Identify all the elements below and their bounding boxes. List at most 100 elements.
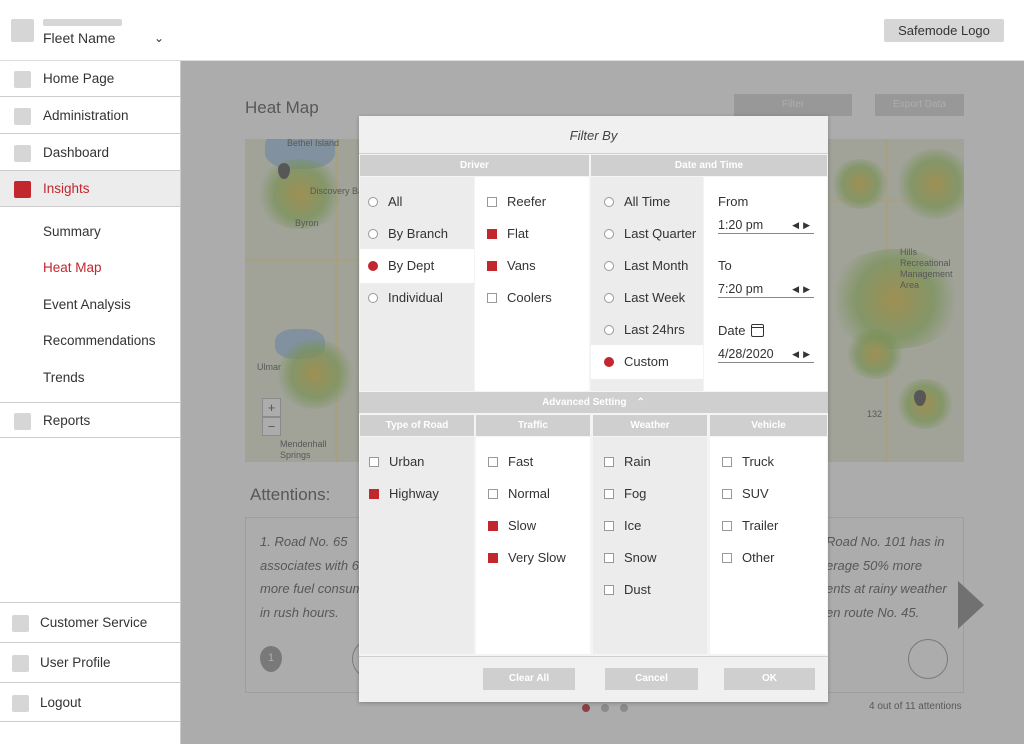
sidebar-item-label: Reports: [43, 413, 91, 428]
weather-option-snow[interactable]: Snow: [604, 550, 657, 566]
calendar-icon[interactable]: [751, 324, 765, 337]
sidebar-item-home[interactable]: Home Page: [0, 61, 180, 97]
weather-option-fog[interactable]: Fog: [604, 486, 646, 502]
sidebar-item-customer-service[interactable]: Customer Service: [0, 602, 180, 642]
date-field[interactable]: 4/28/2020 ◀▶: [718, 345, 814, 363]
vehicle-option-other[interactable]: Other: [722, 550, 775, 566]
traffic-option-slow[interactable]: Slow: [488, 518, 536, 534]
dept-option-vans[interactable]: Vans: [487, 258, 536, 274]
road-option-urban[interactable]: Urban: [369, 454, 424, 470]
traffic-panel: [476, 437, 590, 654]
checkbox[interactable]: [487, 229, 497, 239]
radio-button[interactable]: [604, 293, 614, 303]
radio-button[interactable]: [368, 229, 378, 239]
checkbox[interactable]: [722, 457, 732, 467]
road-option-highway[interactable]: Highway: [369, 486, 439, 502]
sidebar-subitem-trends[interactable]: Trends: [43, 370, 85, 385]
sidebar-subitem-event-analysis[interactable]: Event Analysis: [43, 297, 131, 312]
sidebar-subitem-heat-map[interactable]: Heat Map: [43, 260, 102, 275]
checkbox[interactable]: [488, 489, 498, 499]
driver-option-all[interactable]: All: [368, 194, 402, 210]
time-stepper-icon[interactable]: ◀▶: [792, 284, 814, 294]
radio-button[interactable]: [368, 293, 378, 303]
cancel-button[interactable]: Cancel: [605, 668, 698, 690]
sidebar-item-dashboard[interactable]: Dashboard: [0, 135, 180, 171]
dept-option-reefer[interactable]: Reefer: [487, 194, 546, 210]
checkbox[interactable]: [488, 553, 498, 563]
vehicle-option-suv[interactable]: SUV: [722, 486, 769, 502]
checkbox[interactable]: [604, 585, 614, 595]
weather-option-dust[interactable]: Dust: [604, 582, 651, 598]
radio-button[interactable]: [604, 261, 614, 271]
option-label: Individual: [388, 290, 443, 305]
checkbox[interactable]: [488, 457, 498, 467]
driver-option-by-branch[interactable]: By Branch: [368, 226, 448, 242]
time-option-last-month[interactable]: Last Month: [604, 258, 688, 274]
logo: Safemode Logo: [884, 19, 1004, 42]
option-label: All Time: [624, 194, 671, 209]
time-option-last-week[interactable]: Last Week: [604, 290, 685, 306]
from-time-value: 1:20 pm: [718, 218, 764, 232]
radio-button[interactable]: [368, 197, 378, 207]
radio-button[interactable]: [604, 357, 614, 367]
administration-icon: [14, 108, 31, 125]
checkbox[interactable]: [722, 553, 732, 563]
option-label: Truck: [742, 454, 775, 469]
dept-option-flat[interactable]: Flat: [487, 226, 529, 242]
chevron-down-icon[interactable]: ⌄: [154, 31, 165, 45]
radio-button[interactable]: [604, 229, 614, 239]
checkbox[interactable]: [722, 521, 732, 531]
sidebar-subitem-summary[interactable]: Summary: [43, 224, 101, 239]
time-stepper-icon[interactable]: ◀▶: [792, 220, 814, 230]
sidebar-item-reports[interactable]: Reports: [0, 402, 180, 438]
fleet-name[interactable]: Fleet Name: [43, 30, 116, 46]
checkbox[interactable]: [369, 457, 379, 467]
option-label: Slow: [508, 518, 537, 533]
weather-option-ice[interactable]: Ice: [604, 518, 641, 534]
driver-option-individual[interactable]: Individual: [368, 290, 443, 306]
checkbox[interactable]: [722, 489, 732, 499]
checkbox[interactable]: [488, 521, 498, 531]
checkbox[interactable]: [604, 553, 614, 563]
sidebar-item-user-profile[interactable]: User Profile: [0, 642, 180, 682]
time-option-last-24hrs[interactable]: Last 24hrs: [604, 322, 685, 338]
date-stepper-icon[interactable]: ◀▶: [792, 349, 814, 359]
checkbox[interactable]: [604, 521, 614, 531]
dept-option-coolers[interactable]: Coolers: [487, 290, 552, 306]
checkbox[interactable]: [604, 489, 614, 499]
traffic-option-fast[interactable]: Fast: [488, 454, 533, 470]
radio-button[interactable]: [604, 325, 614, 335]
time-option-all-time[interactable]: All Time: [604, 194, 670, 210]
vehicle-option-truck[interactable]: Truck: [722, 454, 774, 470]
sidebar-item-administration[interactable]: Administration: [0, 98, 180, 134]
vehicle-option-trailer[interactable]: Trailer: [722, 518, 778, 534]
from-time-field[interactable]: 1:20 pm ◀▶: [718, 216, 814, 234]
weather-option-rain[interactable]: Rain: [604, 454, 651, 470]
option-label: All: [388, 194, 403, 209]
checkbox[interactable]: [487, 261, 497, 271]
time-option-last-quarter[interactable]: Last Quarter: [604, 226, 696, 242]
option-label: Highway: [389, 486, 439, 501]
insights-icon: [14, 181, 31, 198]
advanced-setting-toggle[interactable]: Advanced Setting ⌃: [359, 392, 828, 413]
option-label: Trailer: [742, 518, 779, 533]
date-label-text: Date: [718, 323, 746, 338]
radio-button[interactable]: [368, 261, 378, 271]
sidebar-subitem-recommendations[interactable]: Recommendations: [43, 333, 156, 348]
time-option-custom[interactable]: Custom: [604, 354, 669, 370]
sidebar-item-logout[interactable]: Logout: [0, 682, 180, 722]
to-time-field[interactable]: 7:20 pm ◀▶: [718, 280, 814, 298]
traffic-option-very-slow[interactable]: Very Slow: [488, 550, 566, 566]
checkbox[interactable]: [487, 197, 497, 207]
clear-all-button[interactable]: Clear All: [483, 668, 575, 690]
sidebar-item-insights[interactable]: Insights: [0, 171, 180, 207]
checkbox[interactable]: [369, 489, 379, 499]
traffic-option-normal[interactable]: Normal: [488, 486, 550, 502]
radio-button[interactable]: [604, 197, 614, 207]
driver-option-by-dept[interactable]: By Dept: [368, 258, 434, 274]
option-label: By Dept: [388, 258, 435, 273]
chevron-up-icon: ⌃: [636, 397, 645, 408]
checkbox[interactable]: [487, 293, 497, 303]
ok-button[interactable]: OK: [724, 668, 815, 690]
checkbox[interactable]: [604, 457, 614, 467]
